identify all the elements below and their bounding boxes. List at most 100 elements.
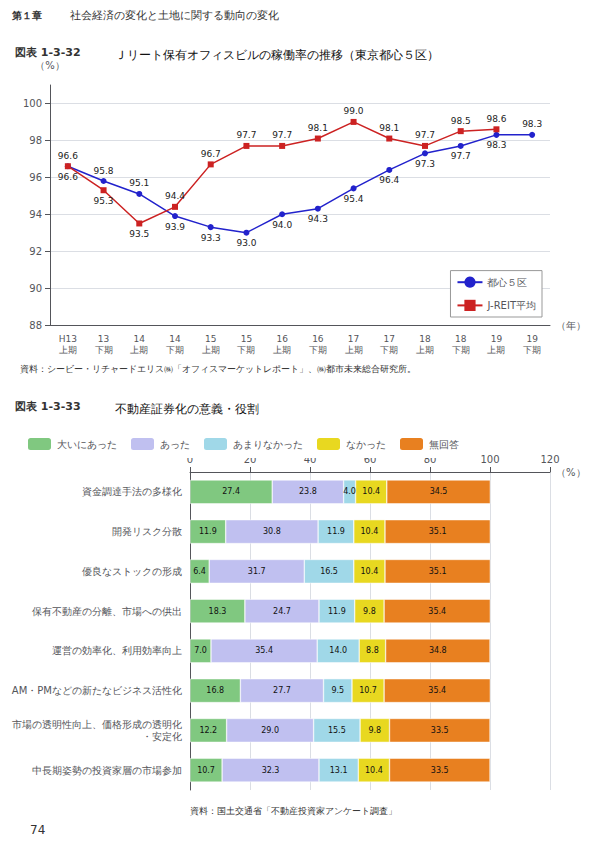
svg-text:94.0: 94.0	[272, 220, 292, 230]
svg-text:27.4: 27.4	[222, 487, 240, 496]
svg-text:10.4: 10.4	[362, 487, 380, 496]
svg-text:74: 74	[30, 823, 45, 837]
svg-text:14: 14	[169, 334, 181, 344]
svg-text:AM・PMなどの新たなビジネス活性化: AM・PMなどの新たなビジネス活性化	[12, 685, 182, 696]
svg-text:17: 17	[348, 334, 359, 344]
svg-text:96.6: 96.6	[58, 172, 78, 182]
svg-text:（%）: （%）	[556, 467, 586, 478]
svg-text:93.9: 93.9	[165, 222, 185, 232]
svg-text:11.9: 11.9	[328, 607, 346, 616]
svg-text:10.7: 10.7	[359, 686, 377, 695]
svg-text:33.5: 33.5	[431, 726, 449, 735]
svg-text:11.9: 11.9	[327, 527, 345, 536]
svg-text:優良なストックの形成: 優良なストックの形成	[82, 566, 182, 577]
svg-text:35.4: 35.4	[255, 646, 273, 655]
svg-text:なかった: なかった	[346, 439, 386, 450]
svg-text:9.8: 9.8	[363, 607, 376, 616]
svg-text:98.3: 98.3	[486, 140, 506, 150]
svg-text:上期: 上期	[202, 345, 220, 355]
svg-text:下期: 下期	[380, 345, 398, 355]
svg-text:資料：シービー・リチャードエリス㈱「オフィスマーケットレポー: 資料：シービー・リチャードエリス㈱「オフィスマーケットレポート」、㈱都市未来総合…	[20, 364, 416, 374]
svg-text:上期: 上期	[416, 345, 434, 355]
svg-text:33.5: 33.5	[431, 766, 449, 775]
svg-text:94.4: 94.4	[165, 191, 185, 201]
svg-text:上期: 上期	[59, 345, 77, 355]
svg-text:100: 100	[480, 454, 499, 465]
svg-text:18: 18	[455, 334, 467, 344]
svg-text:98.3: 98.3	[522, 119, 542, 129]
svg-text:96.7: 96.7	[201, 149, 221, 159]
svg-text:・安定化: ・安定化	[142, 731, 182, 742]
svg-text:18.3: 18.3	[209, 607, 227, 616]
svg-text:下期: 下期	[452, 345, 470, 355]
svg-text:上期: 上期	[487, 345, 505, 355]
svg-text:88: 88	[29, 320, 42, 331]
svg-text:93.5: 93.5	[129, 229, 149, 239]
svg-text:8.8: 8.8	[366, 646, 379, 655]
svg-text:9.5: 9.5	[331, 686, 344, 695]
svg-text:30.8: 30.8	[263, 527, 281, 536]
svg-text:98.1: 98.1	[379, 123, 399, 133]
svg-text:保有不動産の分離、市場への供出: 保有不動産の分離、市場への供出	[32, 606, 182, 617]
svg-text:（年）: （年）	[556, 320, 586, 331]
svg-text:下期: 下期	[309, 345, 327, 355]
svg-text:90: 90	[29, 283, 42, 294]
svg-text:下期: 下期	[166, 345, 184, 355]
svg-text:16.8: 16.8	[206, 686, 224, 695]
svg-text:下期: 下期	[95, 345, 113, 355]
svg-text:H13: H13	[59, 334, 77, 344]
svg-text:市場の透明性向上、価格形成の透明化: 市場の透明性向上、価格形成の透明化	[12, 719, 182, 730]
svg-text:93.3: 93.3	[201, 233, 221, 243]
svg-text:98.1: 98.1	[308, 123, 328, 133]
svg-text:97.3: 97.3	[415, 159, 435, 169]
svg-text:15.5: 15.5	[328, 726, 346, 735]
svg-text:97.7: 97.7	[415, 130, 435, 140]
svg-text:不動産証券化の意義・役割: 不動産証券化の意義・役割	[115, 402, 259, 416]
svg-text:19: 19	[491, 334, 503, 344]
svg-text:第１章: 第１章	[11, 10, 42, 21]
svg-text:中長期姿勢の投資家層の市場参加: 中長期姿勢の投資家層の市場参加	[32, 765, 182, 776]
svg-text:13: 13	[98, 334, 109, 344]
svg-text:下期: 下期	[237, 345, 255, 355]
svg-text:95.8: 95.8	[94, 166, 114, 176]
svg-text:99.0: 99.0	[344, 106, 364, 116]
svg-text:34.8: 34.8	[429, 646, 447, 655]
svg-text:17: 17	[384, 334, 395, 344]
svg-text:93.0: 93.0	[236, 238, 256, 248]
svg-text:都心５区: 都心５区	[487, 277, 527, 288]
svg-text:35.1: 35.1	[429, 567, 447, 576]
svg-text:19: 19	[526, 334, 538, 344]
svg-text:（%）: （%）	[35, 60, 65, 71]
svg-text:96.6: 96.6	[58, 151, 78, 161]
svg-text:95.1: 95.1	[129, 178, 149, 188]
svg-text:J-REIT平均: J-REIT平均	[486, 300, 536, 311]
svg-text:無回答: 無回答	[429, 439, 459, 450]
svg-text:16.5: 16.5	[320, 567, 338, 576]
svg-text:社会経済の変化と土地に関する動向の変化: 社会経済の変化と土地に関する動向の変化	[70, 9, 279, 22]
svg-text:95.3: 95.3	[94, 196, 114, 206]
svg-text:97.7: 97.7	[236, 130, 256, 140]
svg-text:あまりなかった: あまりなかった	[233, 439, 303, 450]
svg-text:上期: 上期	[130, 345, 148, 355]
svg-text:18: 18	[419, 334, 431, 344]
svg-text:10.4: 10.4	[365, 766, 383, 775]
svg-text:98: 98	[29, 135, 42, 146]
svg-text:29.0: 29.0	[261, 726, 279, 735]
svg-text:資金調達手法の多様化: 資金調達手法の多様化	[82, 486, 182, 497]
svg-text:6.4: 6.4	[193, 567, 206, 576]
svg-text:12.2: 12.2	[199, 726, 217, 735]
svg-text:大いにあった: 大いにあった	[57, 439, 117, 450]
svg-text:15: 15	[241, 334, 252, 344]
svg-text:16: 16	[312, 334, 324, 344]
svg-text:27.7: 27.7	[273, 686, 291, 695]
svg-text:資料：国土交通省「不動産投資家アンケート調査」: 資料：国土交通省「不動産投資家アンケート調査」	[190, 806, 397, 816]
svg-text:35.4: 35.4	[428, 607, 446, 616]
svg-text:98.6: 98.6	[486, 114, 506, 124]
svg-text:10.7: 10.7	[197, 766, 215, 775]
svg-text:32.3: 32.3	[262, 766, 280, 775]
svg-text:7.0: 7.0	[194, 646, 207, 655]
svg-text:あった: あった	[160, 439, 190, 450]
svg-text:35.1: 35.1	[429, 527, 447, 536]
svg-text:図表 1-3-32: 図表 1-3-32	[15, 46, 81, 59]
svg-text:Ｊリート保有オフィスビルの稼働率の推移（東京都心５区）: Ｊリート保有オフィスビルの稼働率の推移（東京都心５区）	[115, 48, 439, 62]
